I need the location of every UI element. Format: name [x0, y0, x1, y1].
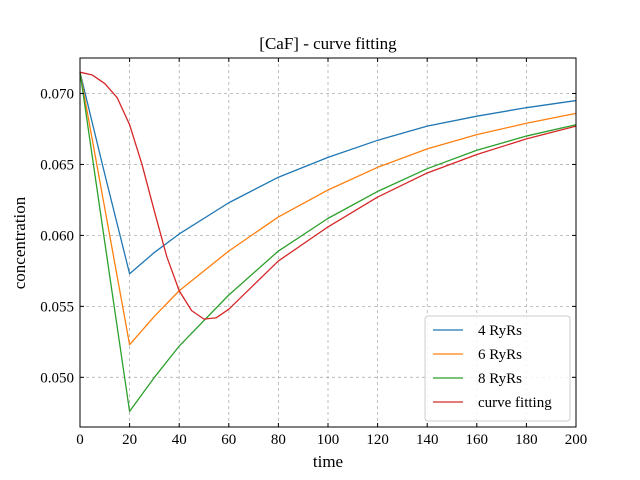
y-tick-label: 0.065	[40, 157, 74, 173]
x-tick-label: 160	[466, 432, 489, 448]
series-line	[79, 72, 577, 346]
series-lines	[79, 71, 577, 413]
x-tick-label: 200	[565, 432, 588, 448]
series-line	[79, 72, 577, 413]
series-line	[79, 72, 577, 275]
legend-label: 8 RyRs	[478, 371, 522, 387]
y-tick-label: 0.070	[40, 86, 74, 102]
y-tick-label: 0.060	[40, 228, 74, 244]
x-tick-label: 0	[76, 432, 84, 448]
x-tick-label: 20	[122, 432, 137, 448]
axis-ticks: 0 20 40 60 80 100 120 140 160 180 200 0.050 0.055 0.0…	[40, 58, 587, 448]
x-tick-label: 140	[416, 432, 439, 448]
legend-box	[424, 315, 571, 422]
y-tick-label: 0.055	[40, 299, 74, 315]
y-axis-label: concentration	[10, 196, 29, 289]
x-tick-label: 60	[221, 432, 236, 448]
legend: 4 RyRs 6 RyRs 8 RyRs curve fitting	[424, 315, 571, 422]
x-tick-label: 40	[172, 432, 187, 448]
chart-title: [CaF] - curve fitting	[259, 34, 397, 53]
series-line	[79, 71, 577, 320]
y-tick-label: 0.050	[40, 370, 74, 386]
x-tick-label: 180	[515, 432, 538, 448]
legend-label: 6 RyRs	[478, 347, 522, 363]
x-axis-label: time	[313, 452, 343, 471]
x-tick-label: 120	[366, 432, 389, 448]
x-tick-label: 80	[271, 432, 286, 448]
x-tick-label: 100	[317, 432, 340, 448]
legend-label: curve fitting	[478, 395, 552, 411]
legend-label: 4 RyRs	[478, 323, 522, 339]
